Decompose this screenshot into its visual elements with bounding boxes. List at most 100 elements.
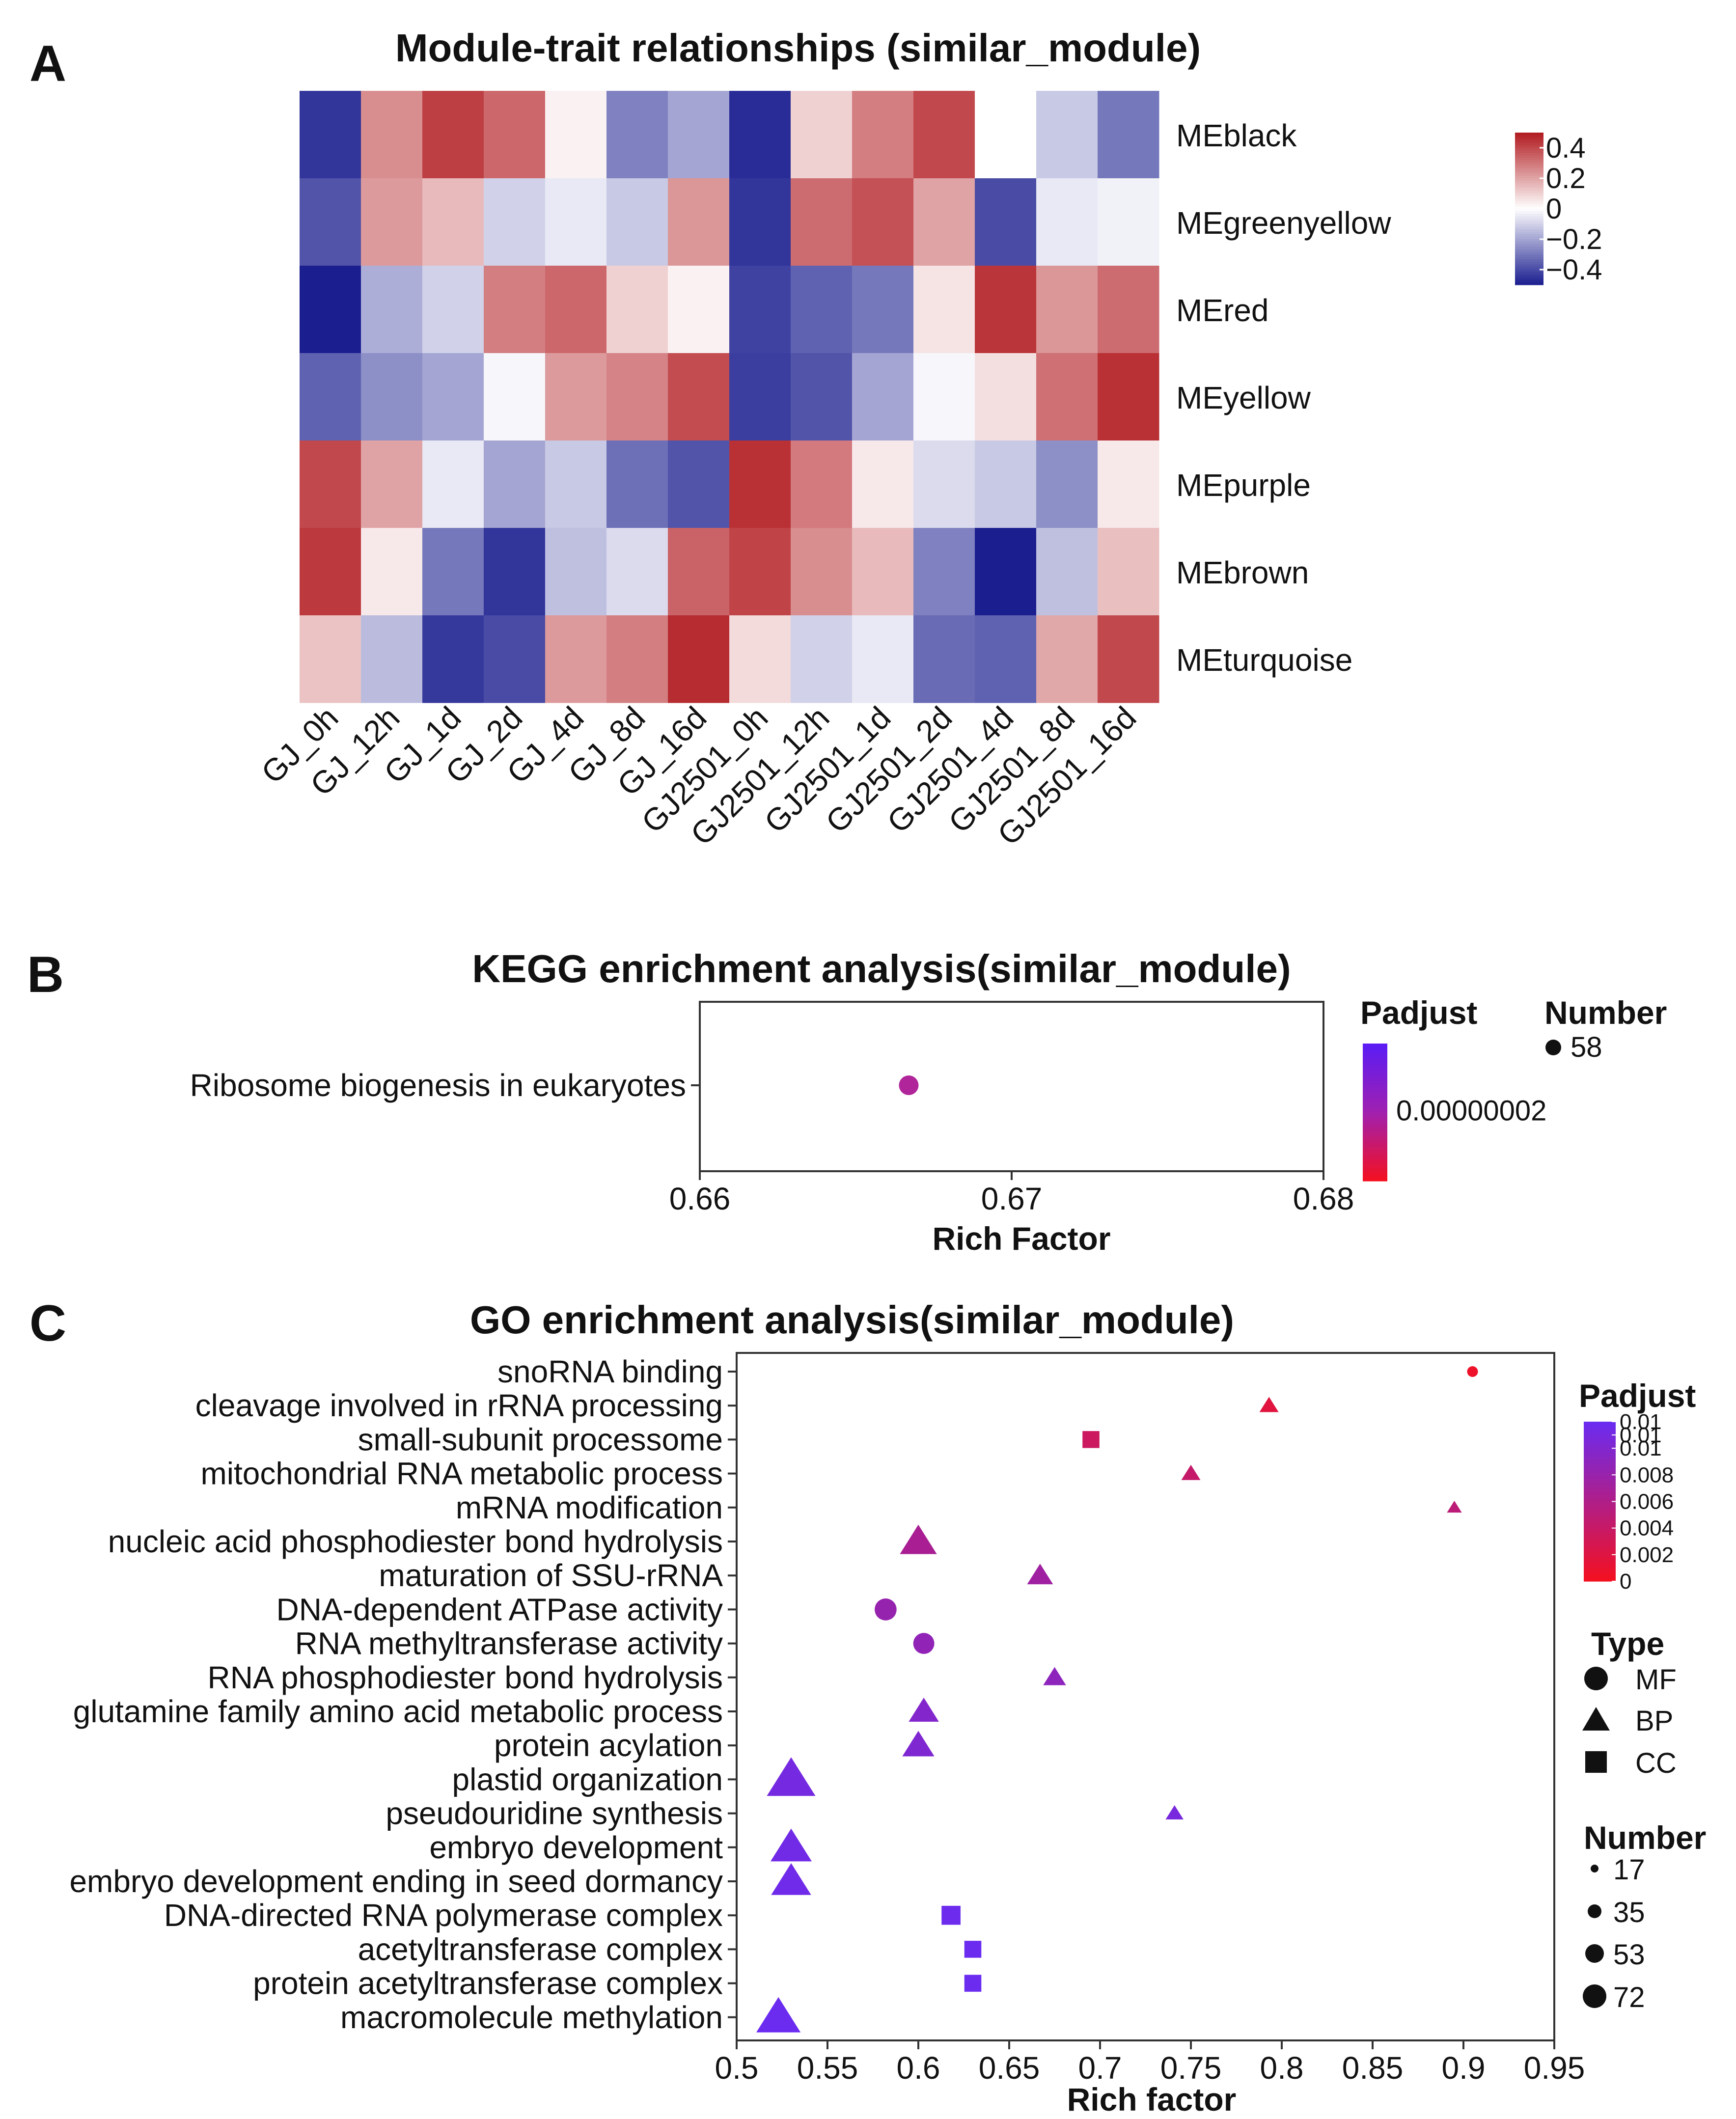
colorbar-gradient-step: [1515, 257, 1543, 260]
heatmap-cell: [484, 440, 546, 528]
heatmap-cell: [791, 178, 853, 266]
go-term-label: macromolecule methylation: [340, 2000, 723, 2035]
go-number-legend-label: 17: [1613, 1854, 1645, 1886]
go-padjust-gradient-step: [1584, 1482, 1616, 1486]
kegg-padjust-gradient-step: [1363, 1050, 1387, 1054]
kegg-padjust-gradient-step: [1363, 1150, 1387, 1154]
go-type-legend-triangle: [1582, 1707, 1610, 1731]
heatmap-title: Module-trait relationships (similar_modu…: [395, 26, 1201, 70]
go-x-tick-label: 0.75: [1160, 2050, 1222, 2086]
go-term-label: mRNA modification: [456, 1490, 723, 1525]
go-padjust-gradient-step: [1584, 1540, 1616, 1543]
colorbar-gradient-step: [1515, 188, 1543, 192]
kegg-padjust-gradient-step: [1363, 1054, 1387, 1058]
heatmap-colorbar: 0.40.20−0.2−0.4: [1515, 132, 1602, 286]
go-padjust-gradient-step: [1584, 1434, 1616, 1438]
kegg-padjust-gradient-step: [1363, 1074, 1387, 1078]
go-number-legend-dot: [1585, 1944, 1604, 1963]
kegg-padjust-gradient-step: [1363, 1129, 1387, 1133]
panel-letter-c: C: [29, 1295, 66, 1352]
go-point-mf: [913, 1633, 935, 1654]
heatmap-cell: [913, 440, 975, 528]
colorbar-gradient-step: [1515, 142, 1543, 146]
go-number-legend-dot: [1591, 1865, 1598, 1872]
heatmap-cell: [791, 615, 853, 703]
kegg-padjust-gradient-step: [1363, 1112, 1387, 1116]
heatmap-cell: [852, 440, 914, 528]
heatmap-cell: [606, 266, 668, 354]
go-padjust-gradient-step: [1584, 1486, 1616, 1489]
heatmap-cell: [852, 266, 914, 354]
colorbar-gradient-step: [1515, 158, 1543, 161]
go-point-bp: [900, 1524, 937, 1554]
heatmap-cell: [729, 528, 791, 616]
kegg-padjust-gradient-step: [1363, 1064, 1387, 1068]
colorbar-tick-label: −0.2: [1546, 223, 1602, 255]
heatmap-cell: [606, 440, 668, 528]
heatmap-cell: [668, 440, 730, 528]
heatmap-cell: [913, 91, 975, 179]
heatmap-cell: [361, 528, 423, 616]
kegg-number-legend-title: Number: [1544, 994, 1667, 1031]
heatmap-cell: [484, 266, 546, 354]
colorbar-gradient-step: [1515, 229, 1543, 232]
heatmap-cell: [852, 528, 914, 616]
heatmap-row-label: MEred: [1176, 293, 1269, 328]
heatmap-cell: [361, 440, 423, 528]
go-padjust-gradient-step: [1584, 1562, 1616, 1566]
heatmap-cell: [729, 615, 791, 703]
go-padjust-tick-label: 0.006: [1620, 1490, 1674, 1514]
go-padjust-tick-label: 0: [1620, 1569, 1631, 1594]
heatmap-cell: [1036, 440, 1098, 528]
kegg-padjust-gradient-step: [1363, 1102, 1387, 1106]
go-term-label: embryo development ending in seed dorman…: [69, 1864, 723, 1899]
heatmap-cell: [361, 615, 423, 703]
colorbar-gradient-step: [1515, 272, 1543, 275]
colorbar-gradient-step: [1515, 211, 1543, 214]
heatmap-cell: [791, 528, 853, 616]
colorbar-gradient-step: [1515, 175, 1543, 179]
colorbar-gradient-step: [1515, 254, 1543, 257]
heatmap-cell: [668, 91, 730, 179]
colorbar-gradient-step: [1515, 219, 1543, 222]
go-point-bp: [1165, 1805, 1184, 1820]
go-padjust-gradient-step: [1584, 1466, 1616, 1470]
colorbar-gradient-step: [1515, 282, 1543, 285]
heatmap-cell: [668, 353, 730, 441]
heatmap-cell: [1036, 91, 1098, 179]
colorbar-gradient-step: [1515, 181, 1543, 184]
go-term-label: protein acetyltransferase complex: [253, 1966, 723, 2001]
colorbar-gradient-step: [1515, 214, 1543, 217]
heatmap-cell: [668, 528, 730, 616]
kegg-padjust-gradient-step: [1363, 1081, 1387, 1085]
go-number-legend-label: 72: [1613, 1981, 1645, 2013]
go-x-tick-label: 0.8: [1260, 2050, 1304, 2086]
go-padjust-gradient-step: [1584, 1441, 1616, 1445]
heatmap-cell: [1098, 91, 1159, 179]
go-padjust-gradient-step: [1584, 1495, 1616, 1499]
go-term-label: pseudouridine synthesis: [386, 1796, 723, 1831]
heatmap-cell: [300, 615, 361, 703]
go-number-legend-title: Number: [1584, 1819, 1706, 1856]
heatmap-cell: [729, 266, 791, 354]
heatmap-cell: [913, 353, 975, 441]
colorbar-gradient-step: [1515, 196, 1543, 199]
kegg-padjust-gradient-step: [1363, 1157, 1387, 1161]
colorbar-gradient-step: [1515, 239, 1543, 242]
heatmap-cell: [975, 528, 1037, 616]
go-term-label: glutamine family amino acid metabolic pr…: [73, 1694, 723, 1729]
kegg-padjust-gradient-step: [1363, 1167, 1387, 1171]
go-padjust-gradient-step: [1584, 1444, 1616, 1448]
heatmap-cell: [545, 91, 607, 179]
go-x-tick-label: 0.95: [1524, 2050, 1585, 2086]
heatmap-cell: [1036, 615, 1098, 703]
heatmap-cell: [1036, 178, 1098, 266]
go-padjust-gradient-step: [1584, 1508, 1616, 1512]
go-padjust-gradient-step: [1584, 1488, 1616, 1492]
kegg-padjust-gradient-step: [1363, 1047, 1387, 1051]
go-point-bp: [771, 1863, 811, 1895]
heatmap-cell: [545, 178, 607, 266]
go-padjust-gradient-step: [1584, 1514, 1616, 1518]
go-number-legend-label: 35: [1613, 1897, 1645, 1928]
go-term-label: embryo development: [429, 1830, 723, 1865]
